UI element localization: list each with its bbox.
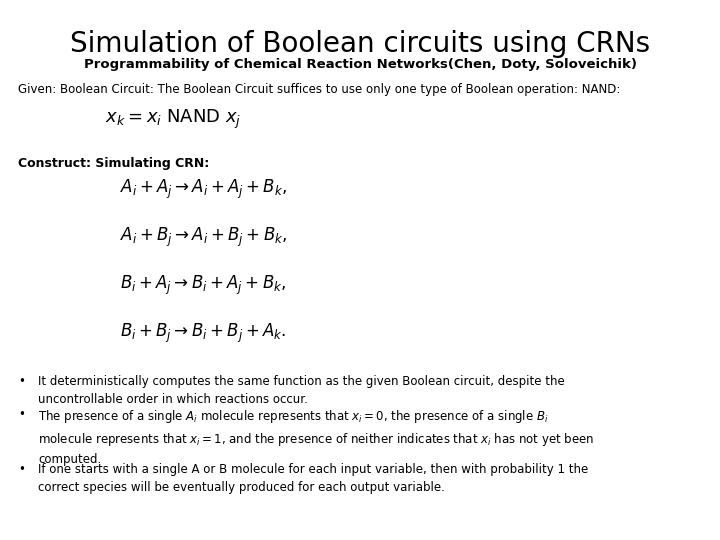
Text: Simulation of Boolean circuits using CRNs: Simulation of Boolean circuits using CRN… <box>70 30 650 58</box>
Text: It deterministically computes the same function as the given Boolean circuit, de: It deterministically computes the same f… <box>38 375 564 406</box>
Text: •: • <box>18 408 25 421</box>
Text: $B_i + B_j \rightarrow B_i + B_j + A_k.$: $B_i + B_j \rightarrow B_i + B_j + A_k.$ <box>120 322 287 345</box>
Text: $A_i + B_j \rightarrow A_i + B_j + B_k,$: $A_i + B_j \rightarrow A_i + B_j + B_k,$ <box>120 226 287 249</box>
Text: $A_i + A_j \rightarrow A_i + A_j + B_k,$: $A_i + A_j \rightarrow A_i + A_j + B_k,$ <box>120 178 287 201</box>
Text: $x_k = x_i\ \mathrm{NAND}\ x_j$: $x_k = x_i\ \mathrm{NAND}\ x_j$ <box>105 108 241 131</box>
Text: The presence of a single $A_i$ molecule represents that $x_i = 0$, the presence : The presence of a single $A_i$ molecule … <box>38 408 594 466</box>
Text: If one starts with a single A or B molecule for each input variable, then with p: If one starts with a single A or B molec… <box>38 463 588 494</box>
Text: •: • <box>18 463 25 476</box>
Text: Given: Boolean Circuit: The Boolean Circuit suffices to use only one type of Boo: Given: Boolean Circuit: The Boolean Circ… <box>18 83 621 96</box>
Text: Construct: Simulating CRN:: Construct: Simulating CRN: <box>18 157 210 170</box>
Text: •: • <box>18 375 25 388</box>
Text: $B_i + A_j \rightarrow B_i + A_j + B_k,$: $B_i + A_j \rightarrow B_i + A_j + B_k,$ <box>120 274 287 297</box>
Text: Programmability of Chemical Reaction Networks(Chen, Doty, Soloveichik): Programmability of Chemical Reaction Net… <box>84 58 636 71</box>
